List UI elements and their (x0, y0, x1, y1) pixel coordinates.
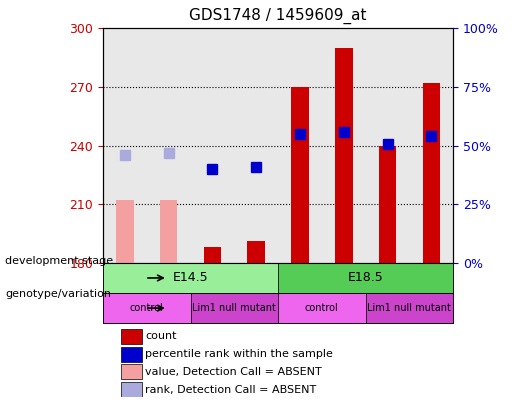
Bar (422, 83, 440, 263)
Text: control: control (305, 303, 339, 313)
Bar (291, 87, 308, 263)
Bar (116, 200, 133, 263)
Bar (379, 146, 396, 263)
Text: genotype/variation: genotype/variation (5, 289, 111, 298)
Text: rank, Detection Call = ABSENT: rank, Detection Call = ABSENT (145, 384, 316, 394)
FancyBboxPatch shape (278, 293, 366, 323)
Text: Lim1 null mutant: Lim1 null mutant (368, 303, 451, 313)
Bar (203, 247, 221, 263)
Text: value, Detection Call = ABSENT: value, Detection Call = ABSENT (145, 367, 322, 377)
Text: E14.5: E14.5 (173, 271, 209, 284)
Bar (121, 347, 142, 362)
Bar (121, 329, 142, 344)
Text: control: control (130, 303, 164, 313)
Title: GDS1748 / 1459609_at: GDS1748 / 1459609_at (190, 8, 367, 24)
Bar (121, 382, 142, 397)
Text: count: count (145, 331, 177, 341)
Bar (247, 241, 265, 263)
FancyBboxPatch shape (191, 293, 278, 323)
Text: development stage: development stage (5, 256, 113, 266)
Text: Lim1 null mutant: Lim1 null mutant (193, 303, 276, 313)
Bar (160, 200, 177, 263)
Text: percentile rank within the sample: percentile rank within the sample (145, 349, 333, 359)
Bar (121, 364, 142, 379)
FancyBboxPatch shape (103, 293, 191, 323)
FancyBboxPatch shape (366, 293, 453, 323)
Bar (335, 48, 352, 263)
FancyBboxPatch shape (278, 263, 453, 293)
Text: E18.5: E18.5 (348, 271, 384, 284)
FancyBboxPatch shape (103, 263, 278, 293)
